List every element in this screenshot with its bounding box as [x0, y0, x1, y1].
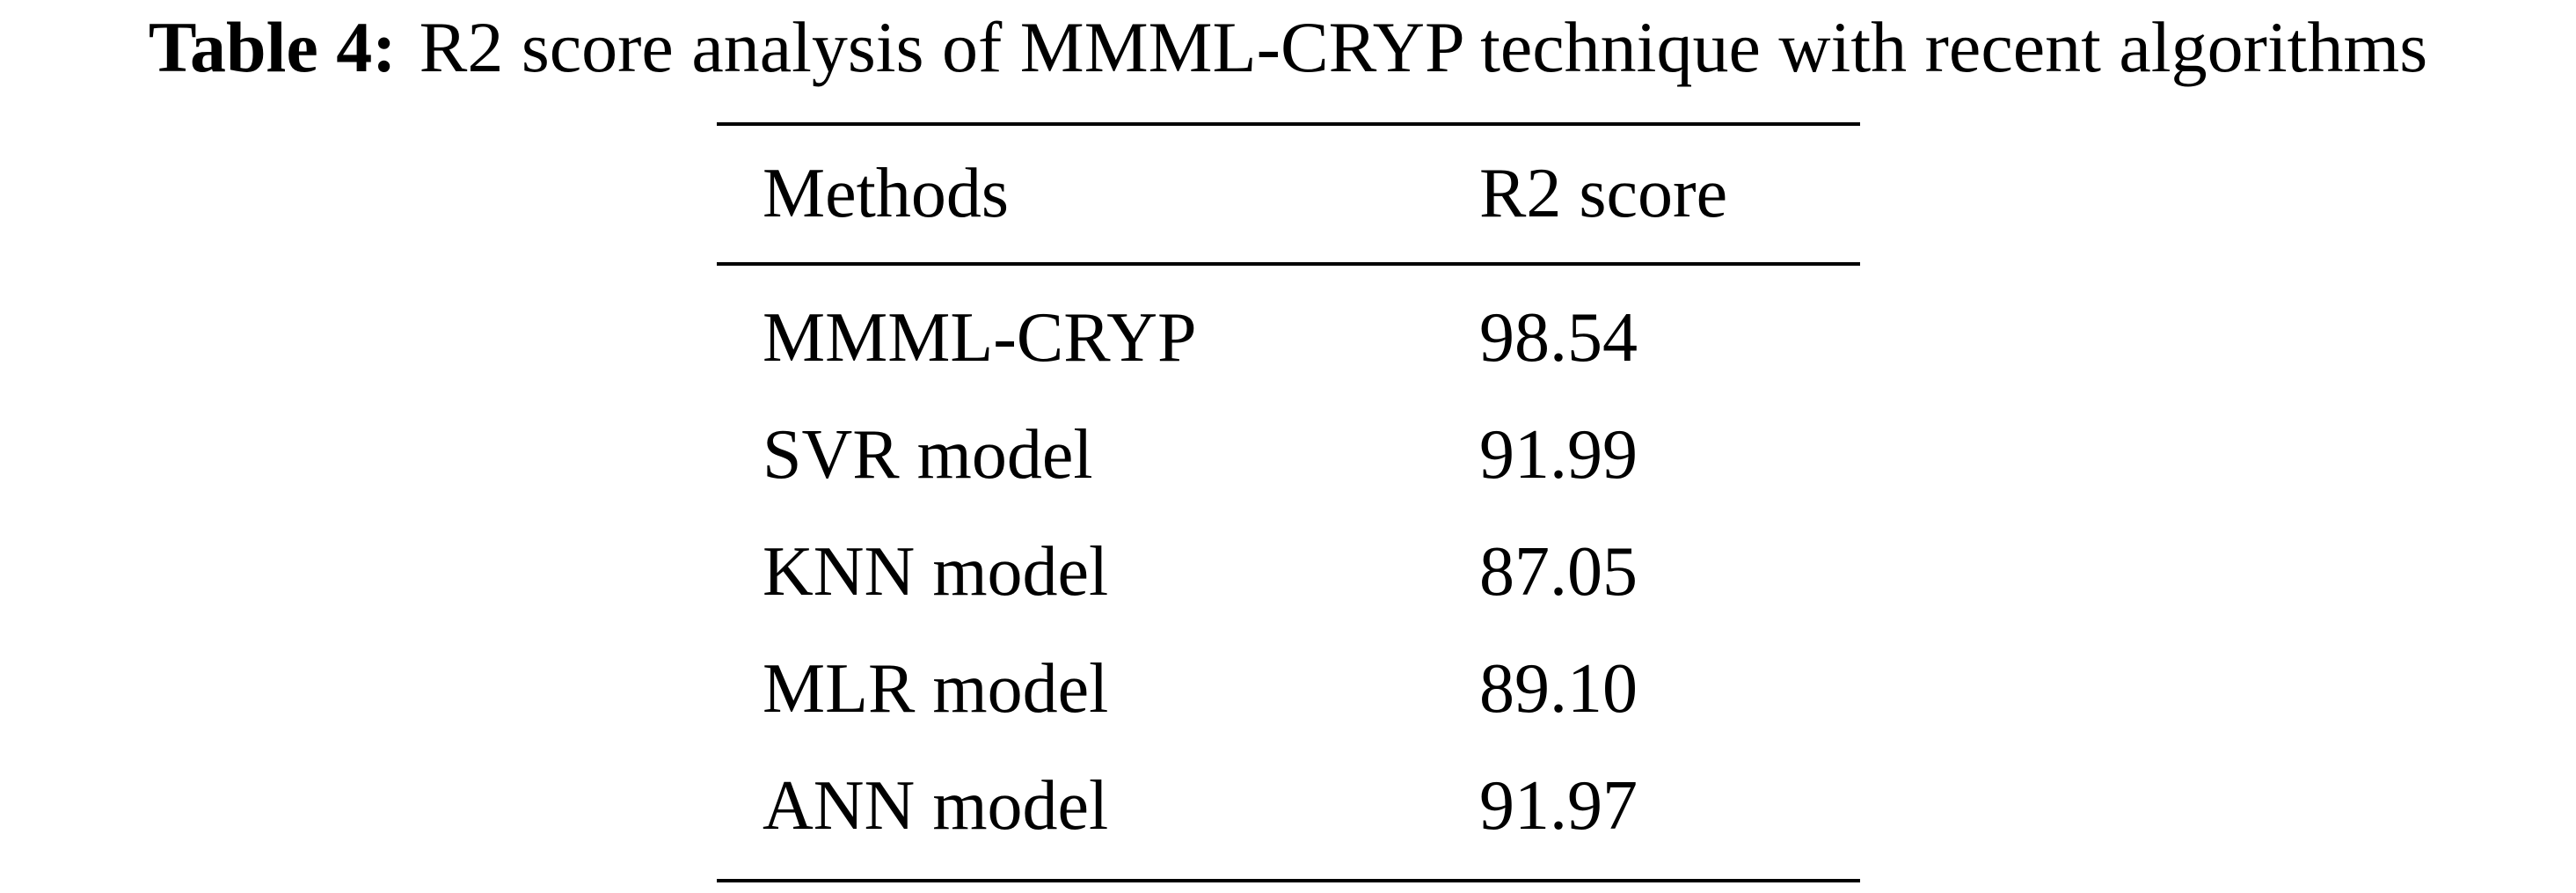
table-caption: Table 4: R2 score analysis of MMML-CRYP t…	[0, 4, 2576, 91]
table-body: MMML-CRYP 98.54 SVR model 91.99 KNN mode…	[717, 264, 1860, 881]
header-methods: Methods	[763, 155, 1009, 232]
table-row: MLR model 89.10	[717, 631, 1860, 748]
results-table: Methods R2 score MMML-CRYP 98.54 SVR mod…	[717, 122, 1860, 882]
score-cell: 87.05	[1479, 533, 1638, 611]
method-cell: SVR model	[763, 416, 1093, 494]
score-cell: 91.99	[1479, 416, 1638, 494]
table-caption-text: R2 score analysis of MMML-CRYP technique…	[419, 7, 2428, 87]
method-cell: MMML-CRYP	[763, 299, 1197, 377]
table-row: KNN model 87.05	[717, 514, 1860, 631]
table-row: MMML-CRYP 98.54	[717, 264, 1860, 397]
results-table-container: Methods R2 score MMML-CRYP 98.54 SVR mod…	[717, 122, 1860, 882]
score-cell: 89.10	[1479, 650, 1638, 728]
score-cell: 98.54	[1479, 299, 1638, 377]
score-cell: 91.97	[1479, 767, 1638, 845]
method-cell: KNN model	[763, 533, 1109, 611]
header-row: Methods R2 score	[717, 124, 1860, 264]
header-r2-score: R2 score	[1479, 155, 1728, 232]
table-row: SVR model 91.99	[717, 397, 1860, 514]
table-row: ANN model 91.97	[717, 748, 1860, 881]
table-caption-label: Table 4:	[148, 7, 397, 87]
method-cell: ANN model	[763, 767, 1109, 845]
table-header: Methods R2 score	[717, 124, 1860, 264]
method-cell: MLR model	[763, 650, 1109, 728]
